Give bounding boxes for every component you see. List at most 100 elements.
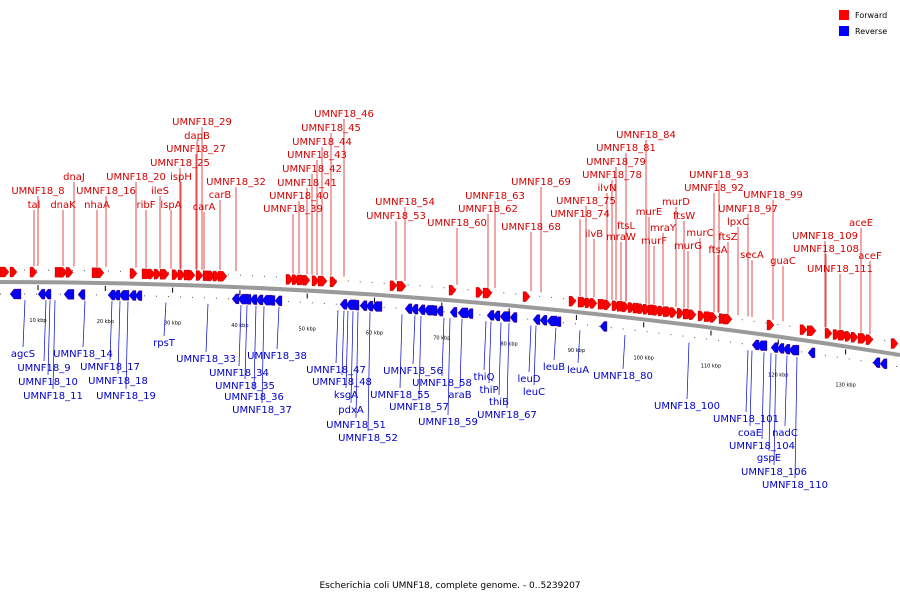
reverse-gene-leader-line <box>82 300 86 348</box>
reverse-gene-arrow <box>267 295 276 306</box>
forward-gene-label: UMNF18_40 <box>269 191 329 202</box>
reverse-gene-leader-line <box>686 342 690 400</box>
forward-gene-arrow <box>722 313 733 325</box>
reverse-gene-label: nadC <box>772 428 798 439</box>
forward-gene-label: UMNF18_42 <box>282 164 342 175</box>
forward-gene-arrow <box>9 266 18 278</box>
reverse-gene-leader-line <box>355 311 359 419</box>
reverse-gene-label: UMNF18_17 <box>80 362 140 373</box>
forward-gene-label: tal <box>28 200 41 211</box>
reverse-gene-arrow <box>435 305 444 317</box>
forward-gene-arrow <box>857 333 868 344</box>
forward-gene-arrow <box>688 309 697 320</box>
reverse-gene-label: UMNF18_101 <box>713 414 779 425</box>
reverse-gene-label: UMNF18_56 <box>383 366 443 377</box>
forward-gene-label: UMNF18_81 <box>596 143 656 154</box>
reverse-gene-arrow <box>128 290 137 301</box>
reverse-gene-arrow <box>13 288 22 300</box>
forward-gene-label: UMNF18_27 <box>166 144 226 155</box>
forward-gene-arrow <box>448 285 457 296</box>
reverse-gene-label: UMNF18_48 <box>312 377 372 388</box>
forward-gene-arrow <box>697 310 706 322</box>
reverse-gene-label: coaE <box>738 428 762 439</box>
reverse-gene-label: pdxA <box>338 405 364 416</box>
reverse-gene-label: UMNF18_18 <box>88 376 148 387</box>
reverse-gene-label: UMNF18_52 <box>338 433 398 444</box>
forward-gene-label: UMNF18_108 <box>793 244 859 255</box>
reverse-gene-leader-line <box>749 350 753 427</box>
reverse-gene-label: leuC <box>523 387 545 398</box>
forward-gene-label: aceE <box>849 218 873 229</box>
reverse-gene-arrow <box>509 312 518 323</box>
forward-gene-arrow <box>850 332 859 343</box>
forward-gene-label: ribF <box>137 200 156 211</box>
forward-gene-arrow <box>589 298 598 309</box>
forward-gene-label: murD <box>662 197 690 208</box>
reverse-gene-arrow <box>404 303 413 314</box>
forward-gene-arrow <box>676 308 685 319</box>
forward-gene-label: UMNF18_84 <box>616 130 676 141</box>
forward-gene-label: murG <box>674 241 702 252</box>
reverse-gene-leader-line <box>205 303 209 353</box>
forward-gene-label: mraY <box>650 223 677 234</box>
reverse-gene-arrow <box>770 342 779 353</box>
reverse-gene-label: UMNF18_10 <box>18 377 78 388</box>
reverse-gene-leader-line <box>367 312 371 432</box>
reverse-gene-leader-line <box>498 322 502 396</box>
reverse-gene-label: leuA <box>567 365 589 376</box>
reverse-gene-arrow <box>112 290 121 301</box>
scale-tick-label: 10 kbp <box>29 318 46 324</box>
reverse-gene-arrow <box>776 343 785 354</box>
forward-gene-label: lpxC <box>727 217 749 228</box>
reverse-gene-label: leuB <box>543 362 565 373</box>
forward-gene-label: UMNF18_63 <box>465 191 525 202</box>
reverse-gene-label: araB <box>448 390 471 401</box>
forward-gene-label: ftsA <box>708 245 727 256</box>
forward-gene-arrow <box>669 307 678 318</box>
forward-gene-arrow <box>217 271 228 282</box>
reverse-gene-arrow <box>499 311 511 322</box>
reverse-gene-label: gspE <box>757 453 781 464</box>
scale-tick-label: 40 kbp <box>231 323 248 329</box>
reverse-gene-label: UMNF18_35 <box>215 381 275 392</box>
reverse-gene-arrow <box>37 288 46 300</box>
forward-gene-label: carA <box>193 202 216 213</box>
forward-gene-label: UMNF18_44 <box>292 137 352 148</box>
reverse-gene-leader-line <box>238 305 242 367</box>
reverse-gene-arrow <box>532 314 541 325</box>
reverse-gene-label: thiP <box>479 385 498 396</box>
scale-tick-label: 70 kbp <box>433 336 450 342</box>
reverse-gene-arrow <box>351 300 360 311</box>
reverse-gene-leader-line <box>506 323 510 409</box>
reverse-gene-label: UMNF18_47 <box>306 365 366 376</box>
scale-tick-label: 80 kbp <box>500 341 517 347</box>
scale-tick-label: 120 kbp <box>768 373 788 379</box>
reverse-gene-leader-line <box>577 330 581 364</box>
forward-gene-label: mraW <box>606 232 636 243</box>
reverse-gene-leader-line <box>761 352 765 440</box>
reverse-gene-arrow <box>486 310 495 321</box>
forward-gene-label: dnaJ <box>63 172 85 183</box>
forward-gene-label: UMNF18_43 <box>287 150 347 161</box>
forward-gene-arrow <box>187 270 196 281</box>
reverse-gene-arrow <box>255 294 264 306</box>
reverse-gene-arrow <box>274 295 283 306</box>
reverse-gene-arrow <box>339 299 348 310</box>
reverse-gene-label: UMNF18_9 <box>17 363 70 374</box>
forward-gene-arrow <box>475 287 484 298</box>
reverse-gene-leader-line <box>459 319 463 389</box>
reverse-gene-leader-line <box>47 300 51 376</box>
forward-gene-label: carB <box>209 190 232 201</box>
forward-gene-label: UMNF18_93 <box>689 170 749 181</box>
reverse-gene-leader-line <box>447 318 451 416</box>
reverse-gene-label: UMNF18_34 <box>209 368 269 379</box>
reverse-gene-arrow <box>539 315 548 326</box>
forward-gene-label: UMNF18_97 <box>718 204 778 215</box>
reverse-gene-leader-line <box>483 321 487 371</box>
reverse-gene-label: UMNF18_67 <box>477 410 537 421</box>
reverse-gene-label: UMNF18_51 <box>326 420 386 431</box>
reverse-gene-leader-line <box>261 306 265 404</box>
reverse-gene-label: UMNF18_11 <box>23 391 83 402</box>
legend-reverse-swatch <box>839 26 849 36</box>
scale-tick-label: 50 kbp <box>299 327 316 333</box>
